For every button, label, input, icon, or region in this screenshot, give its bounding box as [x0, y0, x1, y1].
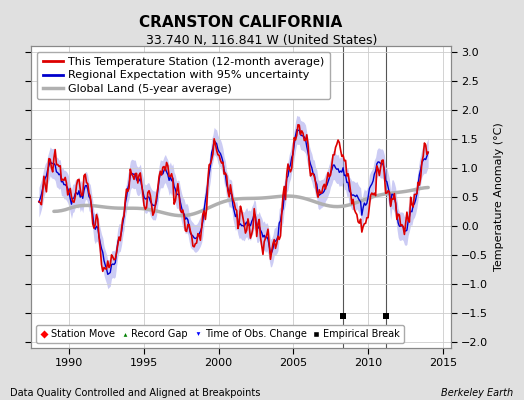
Text: 33.740 N, 116.841 W (United States): 33.740 N, 116.841 W (United States) [146, 34, 378, 47]
Y-axis label: Temperature Anomaly (°C): Temperature Anomaly (°C) [494, 123, 504, 271]
Title: CRANSTON CALIFORNIA: CRANSTON CALIFORNIA [139, 14, 343, 30]
Legend: Station Move, Record Gap, Time of Obs. Change, Empirical Break: Station Move, Record Gap, Time of Obs. C… [36, 325, 403, 343]
Text: Data Quality Controlled and Aligned at Breakpoints: Data Quality Controlled and Aligned at B… [10, 388, 261, 398]
Text: Berkeley Earth: Berkeley Earth [441, 388, 514, 398]
